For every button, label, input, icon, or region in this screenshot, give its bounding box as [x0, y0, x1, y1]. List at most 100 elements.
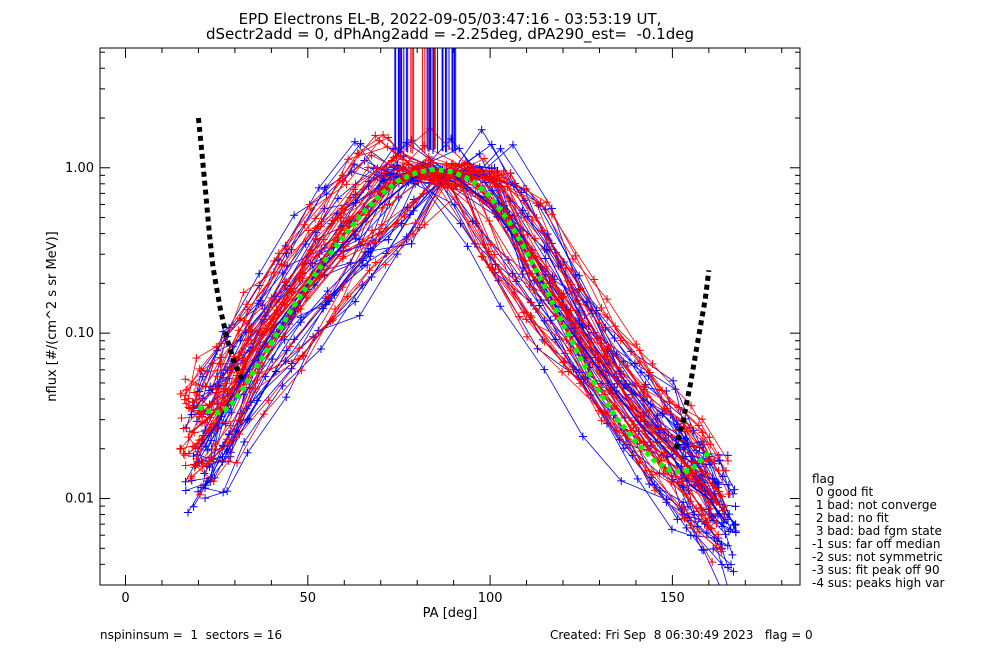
blue-data-point: [725, 510, 734, 519]
red-data-point: [559, 289, 568, 298]
red-data-point: [531, 305, 540, 314]
red-data-point: [465, 166, 474, 175]
red-data-point: [478, 252, 487, 261]
blue-data-point: [314, 183, 323, 192]
red-data-point: [698, 437, 707, 446]
red-data-point: [720, 502, 729, 511]
blue-data-point: [477, 125, 486, 134]
red-data-point: [342, 180, 351, 189]
blue-sample-trace: [193, 164, 718, 542]
red-data-point: [295, 344, 304, 353]
red-data-point: [213, 399, 222, 408]
red-data-point: [184, 449, 193, 458]
red-data-point: [717, 547, 726, 556]
red-data-point: [532, 199, 541, 208]
blue-data-point: [350, 137, 359, 146]
blue-data-point: [658, 409, 667, 418]
blue-data-point: [667, 525, 676, 534]
blue-data-point: [718, 522, 727, 531]
blue-data-point: [358, 281, 367, 290]
blue-data-point: [189, 502, 198, 511]
red-data-point: [395, 165, 404, 174]
red-data-point: [300, 220, 309, 229]
red-data-point: [562, 336, 571, 345]
red-data-point: [722, 466, 731, 475]
red-data-point: [710, 459, 719, 468]
red-data-point: [499, 166, 508, 175]
blue-data-point: [282, 393, 291, 402]
blue-data-point: [662, 495, 671, 504]
red-data-point: [221, 379, 230, 388]
blue-data-point: [316, 344, 325, 353]
red-data-point: [528, 216, 537, 225]
red-data-point: [211, 384, 220, 393]
red-data-point: [480, 154, 489, 163]
red-data-point: [519, 213, 528, 222]
red-data-point: [245, 319, 254, 328]
red-data-point: [193, 447, 202, 456]
blue-data-point: [636, 368, 645, 377]
red-data-point: [239, 288, 248, 297]
red-data-point: [603, 295, 612, 304]
red-data-point: [316, 222, 325, 231]
blue-data-point: [407, 136, 416, 145]
blue-data-point: [591, 353, 600, 362]
blue-data-point: [219, 327, 228, 336]
red-data-point: [686, 497, 695, 506]
red-series-line: [190, 170, 717, 500]
red-data-point: [705, 514, 714, 523]
blue-data-point: [686, 531, 695, 540]
x-axis-label: PA [deg]: [423, 606, 478, 621]
red-data-point: [209, 477, 218, 486]
blue-data-point: [218, 458, 227, 467]
red-data-point: [264, 396, 273, 405]
red-data-point: [400, 211, 409, 220]
red-data-point: [659, 451, 668, 460]
red-data-point: [523, 230, 532, 239]
red-data-point: [563, 277, 572, 286]
blue-data-point: [714, 478, 723, 487]
red-data-point: [304, 226, 313, 235]
red-data-point: [354, 149, 363, 158]
footer-created-info: Created: Fri Sep 8 06:30:49 2023 flag = …: [550, 628, 813, 642]
red-data-point: [359, 185, 368, 194]
red-data-point: [190, 388, 199, 397]
blue-data-point: [351, 297, 360, 306]
red-data-point: [216, 360, 225, 369]
red-data-point: [658, 386, 667, 395]
blue-data-point: [655, 486, 664, 495]
blue-data-point: [406, 210, 415, 219]
blue-data-point: [355, 311, 364, 320]
red-data-point: [375, 136, 384, 145]
x-tick-label: 50: [300, 591, 317, 606]
blue-data-point: [240, 437, 249, 446]
blue-data-point: [319, 304, 328, 313]
red-data-point: [657, 424, 666, 433]
red-data-point: [712, 519, 721, 528]
red-data-point: [211, 439, 220, 448]
red-data-point: [558, 368, 567, 377]
red-data-point: [370, 238, 379, 247]
blue-data-point: [682, 523, 691, 532]
blue-data-point: [363, 261, 372, 270]
red-data-point: [697, 503, 706, 512]
blue-data-point: [357, 261, 366, 270]
red-data-point: [419, 189, 428, 198]
red-data-point: [298, 351, 307, 360]
red-data-point: [279, 332, 288, 341]
red-data-point: [682, 490, 691, 499]
flag-legend-item: -3 sus: fit peak off 90: [812, 563, 940, 577]
red-data-point: [484, 247, 493, 256]
red-data-point: [589, 275, 598, 284]
red-data-point: [443, 184, 452, 193]
red-data-point: [259, 410, 268, 419]
blue-data-point: [496, 144, 505, 153]
red-data-point: [442, 160, 451, 169]
red-data-point: [420, 220, 429, 229]
red-data-point: [424, 155, 433, 164]
red-data-point: [195, 391, 204, 400]
red-data-point: [213, 372, 222, 381]
plot-title-line2: dSectr2add = 0, dPhAng2add = -2.25deg, d…: [206, 25, 694, 43]
red-data-point: [530, 234, 539, 243]
red-data-point: [212, 342, 221, 351]
